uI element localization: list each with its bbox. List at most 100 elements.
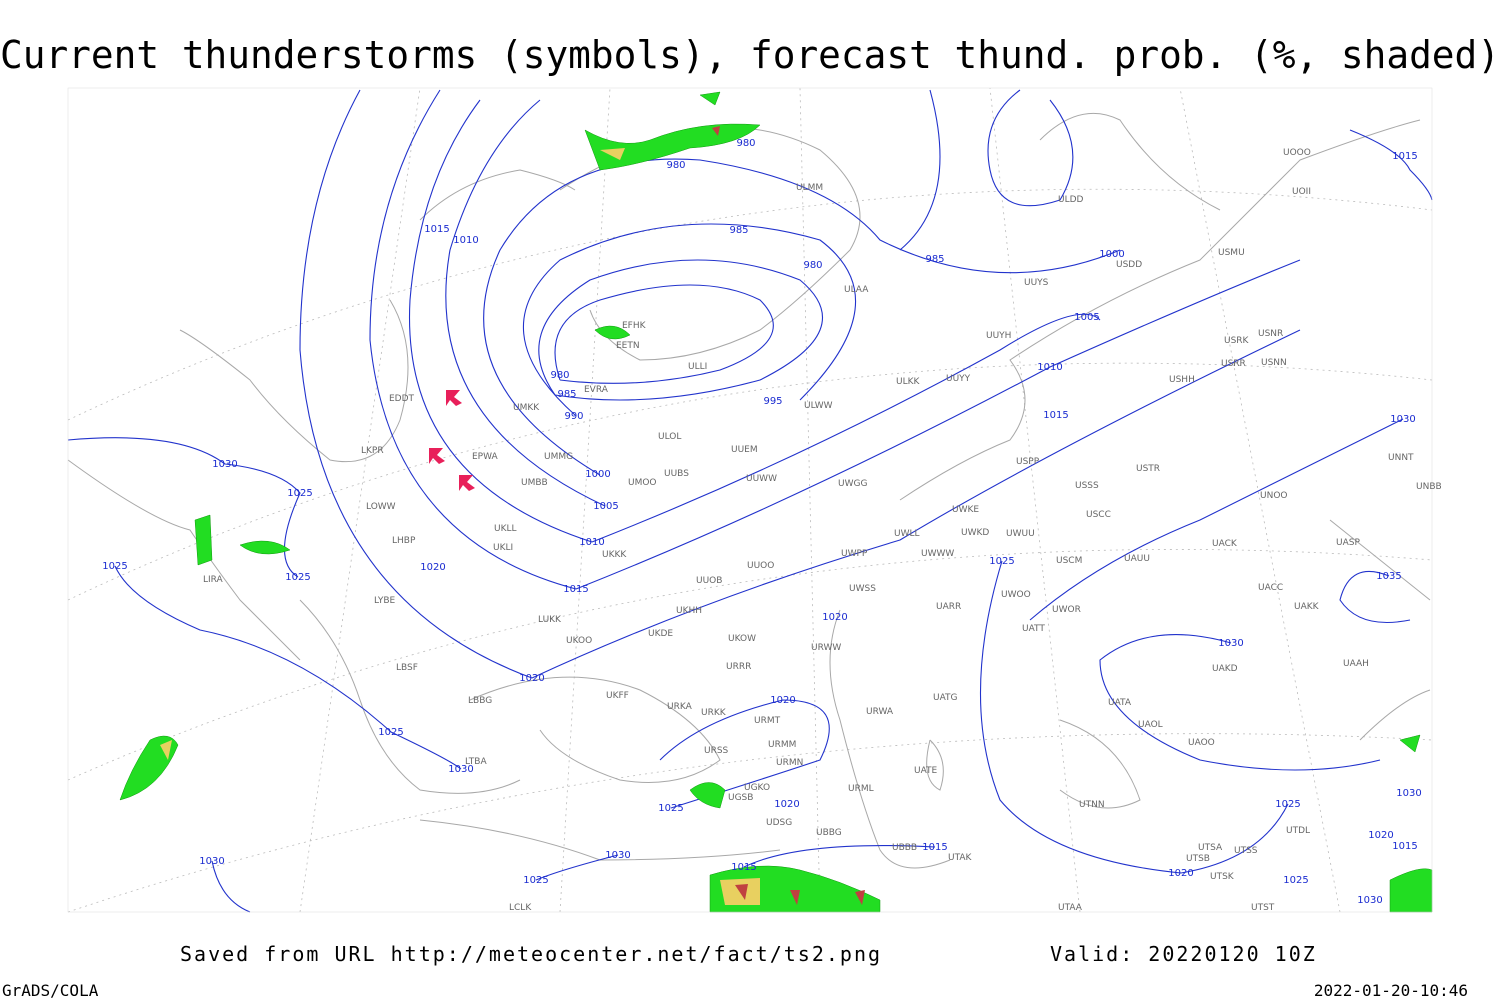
isobar-label: 1030 bbox=[199, 856, 224, 867]
station-label: UAOO bbox=[1188, 738, 1215, 748]
station-label: UWPP bbox=[841, 549, 868, 559]
station-label: ULMM bbox=[796, 183, 823, 193]
isobar-label: 1030 bbox=[1390, 414, 1415, 425]
station-label: UWSS bbox=[849, 584, 876, 594]
station-label: UACC bbox=[1258, 583, 1283, 593]
station-label: LUKK bbox=[538, 615, 562, 625]
station-label: UKOO bbox=[566, 636, 592, 646]
isobar-label: 995 bbox=[763, 396, 782, 407]
station-label: EDDT bbox=[389, 394, 415, 404]
station-label: UTAA bbox=[1058, 903, 1083, 913]
station-label: UTST bbox=[1251, 903, 1275, 913]
station-label: UATA bbox=[1108, 698, 1132, 708]
thunderstorm-symbols bbox=[429, 390, 475, 491]
station-label: UBBG bbox=[816, 828, 842, 838]
isobar-label: 1015 bbox=[1392, 841, 1417, 852]
software-credit: GrADS/COLA bbox=[2, 981, 99, 1000]
station-label: UTAK bbox=[948, 853, 973, 863]
isobar-label: 1025 bbox=[378, 727, 403, 738]
station-label: UKHH bbox=[676, 606, 702, 616]
station-label: URMT bbox=[754, 716, 781, 726]
station-label: UARR bbox=[936, 602, 961, 612]
station-label: UOII bbox=[1292, 187, 1311, 197]
isobar-label: 1010 bbox=[453, 235, 478, 246]
isobar-label: 1005 bbox=[593, 501, 618, 512]
station-label: EFHK bbox=[622, 321, 647, 331]
isobar-label: 1035 bbox=[1376, 571, 1401, 582]
station-label: UUOB bbox=[696, 576, 722, 586]
station-label: USCM bbox=[1056, 556, 1082, 566]
station-label: UNOO bbox=[1260, 491, 1288, 501]
station-label: UKKK bbox=[602, 550, 627, 560]
station-label: UMKK bbox=[513, 403, 540, 413]
station-label: LOWW bbox=[366, 502, 396, 512]
station-label: LBBG bbox=[468, 696, 492, 706]
isobar-label: 1025 bbox=[1275, 799, 1300, 810]
station-label: URWA bbox=[866, 707, 894, 717]
station-label: UKLI bbox=[493, 543, 513, 553]
station-label: UAKD bbox=[1212, 664, 1238, 674]
isobar-label: 985 bbox=[557, 389, 576, 400]
station-label: USHH bbox=[1169, 375, 1195, 385]
valid-time: Valid: 20220120 10Z bbox=[1050, 942, 1317, 966]
station-label: UUYS bbox=[1024, 278, 1049, 288]
station-label: URMM bbox=[768, 740, 796, 750]
station-label: URMN bbox=[776, 758, 803, 768]
station-label: UUWW bbox=[746, 474, 777, 484]
map-labels: 9809859909951000100510101015102098098098… bbox=[102, 138, 1441, 913]
isobar-label: 1015 bbox=[1392, 151, 1417, 162]
station-label: UDSG bbox=[766, 818, 792, 828]
station-label: UGKO bbox=[744, 783, 770, 793]
isobar-label: 1020 bbox=[1368, 830, 1393, 841]
station-label: EPWA bbox=[472, 452, 499, 462]
station-label: UATT bbox=[1022, 624, 1045, 634]
station-label: UAOL bbox=[1138, 720, 1163, 730]
station-label: ULDD bbox=[1058, 195, 1084, 205]
station-label: UAKK bbox=[1294, 602, 1320, 612]
station-label: LCLK bbox=[509, 903, 532, 913]
isobar-label: 1015 bbox=[731, 862, 756, 873]
station-label: UASP bbox=[1336, 538, 1360, 548]
station-label: USNN bbox=[1261, 358, 1287, 368]
station-label: LIRA bbox=[203, 575, 224, 585]
isobar-label: 1025 bbox=[523, 875, 548, 886]
station-label: UNNT bbox=[1388, 453, 1414, 463]
station-label: UAUU bbox=[1124, 554, 1150, 564]
isobar-label: 1020 bbox=[420, 562, 445, 573]
station-label: UTSS bbox=[1234, 846, 1258, 856]
station-label: LTBA bbox=[465, 757, 487, 767]
isobar-label: 1010 bbox=[1037, 362, 1062, 373]
station-label: URSS bbox=[704, 746, 729, 756]
station-label: UNBB bbox=[1416, 482, 1442, 492]
station-label: URRR bbox=[726, 662, 751, 672]
station-label: ULWW bbox=[804, 401, 833, 411]
isobar-label: 1030 bbox=[448, 764, 473, 775]
station-label: EETN bbox=[616, 341, 640, 351]
station-label: ULOL bbox=[658, 432, 681, 442]
station-label: ULLI bbox=[688, 362, 707, 372]
station-label: ULAA bbox=[844, 285, 869, 295]
station-label: UMBB bbox=[521, 478, 548, 488]
station-label: USNR bbox=[1258, 329, 1283, 339]
station-label: UOOO bbox=[1283, 148, 1311, 158]
station-label: UATG bbox=[933, 693, 958, 703]
isobar-label: 1020 bbox=[774, 799, 799, 810]
station-label: UATE bbox=[914, 766, 938, 776]
station-label: UKLL bbox=[494, 524, 517, 534]
station-label: UKFF bbox=[606, 691, 629, 701]
station-label: USCC bbox=[1086, 510, 1111, 520]
isobar-label: 985 bbox=[729, 225, 748, 236]
station-label: UWUU bbox=[1006, 529, 1035, 539]
station-label: URKK bbox=[701, 708, 727, 718]
timestamp: 2022-01-20-10:46 bbox=[1314, 981, 1468, 1000]
station-label: URKA bbox=[667, 702, 693, 712]
isobar-label: 1025 bbox=[658, 803, 683, 814]
saved-url: Saved from URL http://meteocenter.net/fa… bbox=[180, 942, 882, 966]
station-label: UMOO bbox=[628, 478, 657, 488]
isobar-label: 1030 bbox=[1396, 788, 1421, 799]
station-label: UACK bbox=[1212, 539, 1238, 549]
station-label: UBBB bbox=[892, 843, 917, 853]
station-label: USMU bbox=[1218, 248, 1245, 258]
isobar-label: 980 bbox=[803, 260, 822, 271]
isobar-label: 1025 bbox=[989, 556, 1014, 567]
